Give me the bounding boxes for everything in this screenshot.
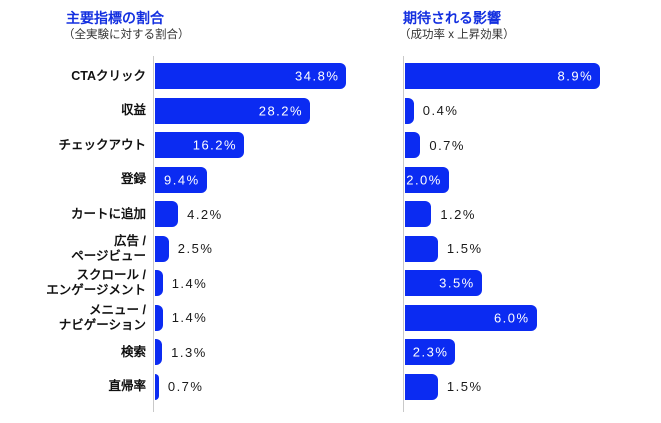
category-label: カートに追加 bbox=[70, 206, 146, 221]
value-label: 6.0% bbox=[493, 310, 530, 326]
value-label: 1.4% bbox=[171, 275, 208, 291]
bar bbox=[155, 339, 163, 366]
category-label: CTAクリック bbox=[71, 68, 146, 83]
bar-row: 0.4% bbox=[405, 94, 655, 129]
bar-row: 1.5% bbox=[405, 370, 655, 405]
bar bbox=[155, 270, 163, 297]
bar bbox=[405, 97, 414, 124]
category-label: 広告 / ページビュー bbox=[71, 233, 146, 263]
bar bbox=[155, 201, 179, 228]
category-label: メニュー / ナビゲーション bbox=[58, 302, 146, 332]
value-label: 8.9% bbox=[557, 68, 594, 84]
bar-row: 1.2% bbox=[405, 197, 655, 232]
right-chart-bars: 8.9% 0.4% 0.7% 2.0% 1.2% 1.5% 3.5% 6.0% 2.3% 1.5% bbox=[405, 59, 655, 404]
value-label: 1.5% bbox=[446, 379, 483, 395]
bar-row: 0.7% bbox=[405, 128, 655, 163]
bar-row: 9.4% bbox=[155, 163, 375, 198]
value-label: 34.8% bbox=[295, 68, 340, 84]
value-label: 1.4% bbox=[171, 310, 208, 326]
value-label: 2.5% bbox=[177, 241, 214, 257]
value-label: 1.5% bbox=[446, 241, 483, 257]
bar-row: 28.2% bbox=[155, 94, 375, 129]
bar: 8.9% bbox=[405, 63, 601, 90]
value-label: 16.2% bbox=[192, 137, 238, 153]
bar bbox=[155, 304, 163, 331]
bar-row: 6.0% bbox=[405, 301, 655, 336]
value-label: 3.5% bbox=[439, 275, 475, 291]
bar-row: 4.2% bbox=[155, 197, 375, 232]
right-chart-axis-line bbox=[403, 56, 404, 412]
bar: 6.0% bbox=[405, 304, 537, 331]
value-label: 0.4% bbox=[422, 103, 459, 119]
bar-row: 3.5% bbox=[405, 266, 655, 301]
bar bbox=[405, 132, 421, 159]
value-label: 9.4% bbox=[164, 172, 200, 188]
value-label: 1.2% bbox=[440, 206, 476, 222]
category-label: スクロール / エンゲージメント bbox=[46, 268, 146, 298]
bar: 28.2% bbox=[155, 97, 311, 124]
category-labels-column: CTAクリック収益チェックアウト登録カートに追加広告 / ページビュースクロール… bbox=[28, 59, 146, 404]
bar-row: 1.4% bbox=[155, 266, 375, 301]
bar: 34.8% bbox=[155, 63, 347, 90]
bar-row: 8.9% bbox=[405, 59, 655, 94]
bar: 2.0% bbox=[405, 166, 449, 193]
bar-row: 2.5% bbox=[155, 232, 375, 267]
value-label: 1.3% bbox=[171, 344, 207, 360]
bar-row: 34.8% bbox=[155, 59, 375, 94]
value-label: 0.7% bbox=[429, 137, 465, 153]
bar: 16.2% bbox=[155, 132, 245, 159]
value-label: 0.7% bbox=[167, 379, 204, 395]
bar-row: 1.5% bbox=[405, 232, 655, 267]
bar-row: 2.0% bbox=[405, 163, 655, 198]
value-label: 28.2% bbox=[258, 103, 304, 119]
bar bbox=[405, 373, 438, 400]
bar: 2.3% bbox=[405, 339, 456, 366]
bar-row: 16.2% bbox=[155, 128, 375, 163]
left-chart-subtitle: （全実験に対する割合） bbox=[63, 29, 190, 41]
right-chart-title: 期待される影響 bbox=[403, 10, 501, 26]
category-label: 直帰率 bbox=[108, 379, 146, 394]
value-label: 4.2% bbox=[187, 206, 223, 222]
bar bbox=[405, 201, 432, 228]
left-chart-title: 主要指標の割合 bbox=[66, 10, 164, 26]
bar bbox=[155, 373, 159, 400]
right-chart-subtitle: （成功率 x 上昇効果） bbox=[399, 29, 515, 41]
category-label: 検索 bbox=[120, 344, 146, 359]
bar: 9.4% bbox=[155, 166, 207, 193]
bar-row: 1.4% bbox=[155, 301, 375, 336]
left-chart-axis-line bbox=[153, 56, 154, 412]
category-label: 登録 bbox=[120, 172, 146, 187]
bar: 3.5% bbox=[405, 270, 482, 297]
bar-row: 2.3% bbox=[405, 335, 655, 370]
category-label: チェックアウト bbox=[58, 137, 146, 152]
value-label: 2.3% bbox=[412, 344, 449, 360]
left-chart-bars: 34.8% 28.2% 16.2% 9.4% 4.2% 2.5% 1.4% 1.4% 1.3% 0… bbox=[155, 59, 375, 404]
bar bbox=[405, 235, 438, 262]
bar-row: 0.7% bbox=[155, 370, 375, 405]
bar bbox=[155, 235, 169, 262]
bar-row: 1.3% bbox=[155, 335, 375, 370]
value-label: 2.0% bbox=[406, 172, 442, 188]
category-label: 収益 bbox=[120, 103, 146, 118]
